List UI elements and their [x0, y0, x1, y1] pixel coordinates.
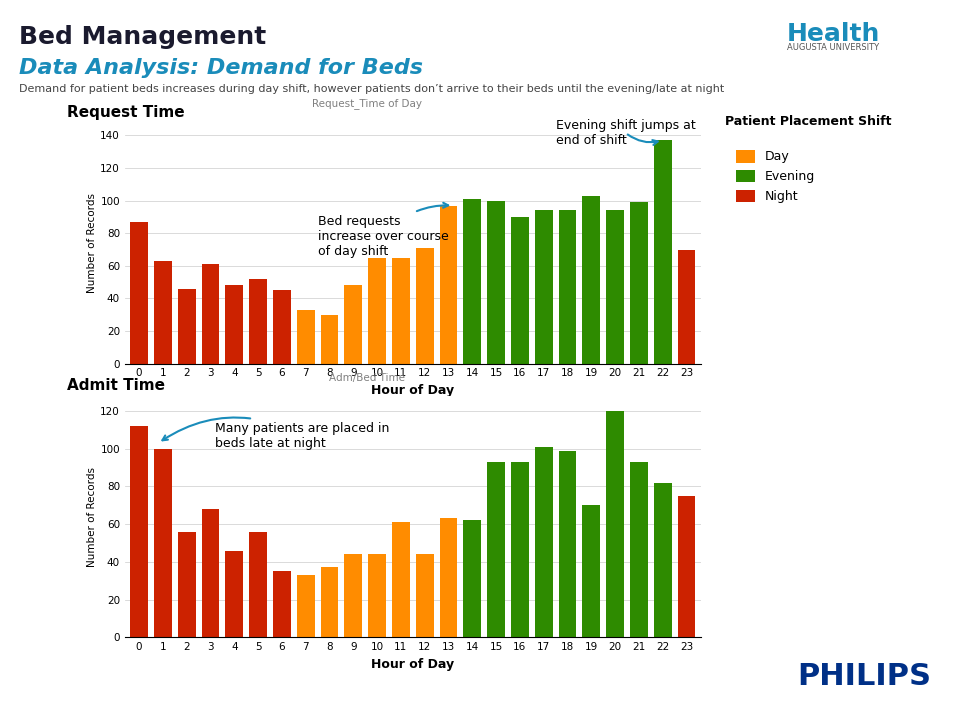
Bar: [654, 482, 672, 637]
Text: PHILIPS: PHILIPS: [797, 662, 931, 691]
Bar: [559, 210, 576, 364]
Legend: Day, Evening, Night: Day, Evening, Night: [732, 145, 820, 208]
Bar: [250, 531, 267, 637]
Text: Bed requests
increase over course
of day shift: Bed requests increase over course of day…: [318, 203, 448, 258]
Bar: [416, 248, 434, 364]
Bar: [630, 202, 648, 364]
Bar: [154, 261, 172, 364]
Bar: [654, 140, 672, 364]
Y-axis label: Number of Records: Number of Records: [87, 467, 97, 567]
Bar: [202, 264, 220, 364]
Bar: [487, 462, 505, 637]
Bar: [606, 210, 624, 364]
Bar: [630, 462, 648, 637]
Bar: [678, 250, 695, 364]
Bar: [178, 531, 196, 637]
Text: Demand for patient beds increases during day shift, however patients don’t arriv: Demand for patient beds increases during…: [19, 84, 725, 94]
Bar: [511, 462, 529, 637]
Text: Bed Management: Bed Management: [19, 25, 267, 49]
Bar: [250, 279, 267, 364]
Text: Request_Time of Day: Request_Time of Day: [312, 98, 421, 109]
Bar: [297, 575, 315, 637]
Text: Evening shift jumps at
end of shift: Evening shift jumps at end of shift: [556, 119, 695, 147]
Text: AUGUSTA UNIVERSITY: AUGUSTA UNIVERSITY: [787, 43, 879, 53]
Text: A: A: [757, 22, 769, 36]
Text: Patient Placement Shift: Patient Placement Shift: [725, 115, 891, 128]
Bar: [178, 289, 196, 364]
Bar: [273, 290, 291, 364]
Bar: [559, 451, 576, 637]
Bar: [345, 285, 362, 364]
Bar: [369, 258, 386, 364]
Y-axis label: Number of Records: Number of Records: [87, 193, 97, 293]
Bar: [535, 210, 553, 364]
Bar: [606, 411, 624, 637]
Bar: [392, 258, 410, 364]
Bar: [321, 567, 339, 637]
X-axis label: Hour of Day: Hour of Day: [372, 384, 454, 397]
Bar: [464, 521, 481, 637]
Bar: [369, 554, 386, 637]
Text: Adm/Bed Time: Adm/Bed Time: [328, 373, 405, 383]
Text: Request Time: Request Time: [67, 105, 185, 120]
Bar: [273, 571, 291, 637]
Bar: [345, 554, 362, 637]
Text: Health: Health: [787, 22, 880, 45]
Text: Admit Time: Admit Time: [67, 379, 165, 393]
Bar: [416, 554, 434, 637]
Bar: [321, 315, 339, 364]
Bar: [583, 505, 600, 637]
Bar: [131, 426, 148, 637]
Bar: [131, 222, 148, 364]
Bar: [226, 551, 243, 637]
Bar: [440, 205, 457, 364]
Bar: [511, 217, 529, 364]
Bar: [464, 199, 481, 364]
Bar: [202, 509, 220, 637]
X-axis label: Hour of Day: Hour of Day: [372, 657, 454, 670]
Text: Data Analysis: Demand for Beds: Data Analysis: Demand for Beds: [19, 58, 423, 78]
Bar: [154, 449, 172, 637]
Bar: [678, 496, 695, 637]
Bar: [487, 201, 505, 364]
Bar: [226, 285, 243, 364]
Bar: [297, 310, 315, 364]
Bar: [392, 522, 410, 637]
Bar: [440, 518, 457, 637]
Bar: [535, 447, 553, 637]
Bar: [583, 196, 600, 364]
Text: Many patients are placed in
beds late at night: Many patients are placed in beds late at…: [162, 418, 390, 449]
